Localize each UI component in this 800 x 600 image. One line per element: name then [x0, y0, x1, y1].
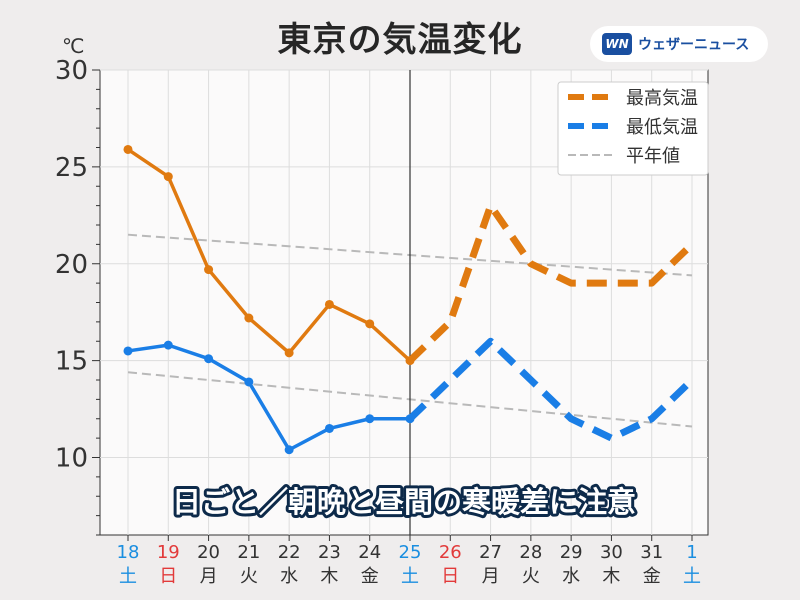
y-tick-label: 10 [55, 444, 88, 474]
y-tick-label: 15 [55, 347, 88, 377]
x-day-label: 28 [519, 542, 542, 563]
max-temp-point [324, 299, 334, 309]
x-day-label: 21 [237, 542, 260, 563]
x-weekday-label: 木 [320, 566, 338, 587]
x-weekday-label: 土 [119, 566, 137, 587]
y-axis-unit: ℃ [62, 34, 85, 58]
x-weekday-label: 水 [562, 566, 580, 587]
notice-banner: 日ごと／朝晩と昼間の寒暖差に注意 [172, 485, 636, 519]
min-temp-point [204, 354, 214, 364]
min-temp-point [163, 340, 173, 350]
max-temp-point [244, 313, 254, 323]
x-day-label: 27 [479, 542, 502, 563]
x-weekday-label: 火 [240, 566, 258, 587]
legend-box [557, 81, 709, 176]
x-day-label: 23 [318, 542, 341, 563]
x-weekday-label: 月 [482, 566, 500, 587]
x-weekday-label: 火 [522, 566, 540, 587]
x-day-label: 20 [197, 542, 220, 563]
y-tick-label: 20 [55, 250, 88, 280]
x-day-label: 26 [439, 542, 462, 563]
y-tick-label: 30 [55, 56, 88, 86]
legend-label: 最高気温 [626, 88, 698, 109]
max-temp-point [123, 144, 133, 154]
min-temp-observed-line [127, 343, 410, 452]
x-weekday-label: 月 [200, 566, 218, 587]
brand-name: ウェザーニュース [638, 37, 750, 53]
brand-logo: WN ウェザーニュース [590, 26, 768, 62]
x-day-label: 1 [686, 542, 697, 563]
x-weekday-label: 木 [602, 566, 620, 587]
min-temp-point [123, 346, 133, 356]
x-weekday-label: 水 [280, 566, 298, 587]
y-tick-label: 25 [55, 153, 88, 183]
x-weekday-label: 日 [441, 566, 459, 587]
min-temp-point [324, 423, 334, 433]
legend-label: 平年値 [626, 146, 680, 167]
x-weekday-label: 金 [361, 566, 379, 587]
x-weekday-label: 土 [683, 566, 701, 587]
x-day-label: 25 [399, 542, 422, 563]
x-day-label: 18 [117, 542, 140, 563]
max-temp-point [163, 172, 173, 182]
min-temp-point [244, 377, 254, 387]
x-day-label: 29 [560, 542, 583, 563]
x-day-label: 19 [157, 542, 180, 563]
min-temp-forecast-line [407, 337, 695, 442]
wn-logo-mark: WN [602, 33, 632, 55]
x-day-label: 31 [640, 542, 663, 563]
x-day-label: 24 [358, 542, 381, 563]
max-temp-observed-line [127, 147, 412, 362]
x-weekday-label: 土 [401, 566, 419, 587]
max-temp-point [365, 319, 375, 329]
max-temp-point [284, 348, 294, 358]
max-temp-forecast-line [407, 202, 695, 364]
min-temp-point [365, 414, 375, 424]
x-day-label: 22 [278, 542, 301, 563]
legend-label: 最低気温 [626, 117, 698, 138]
x-day-label: 30 [600, 542, 623, 563]
min-temp-point [284, 445, 294, 455]
x-weekday-label: 日 [159, 566, 177, 587]
max-temp-point [204, 265, 214, 275]
chart-title: 東京の気温変化 [277, 20, 523, 60]
x-weekday-label: 金 [643, 566, 661, 587]
